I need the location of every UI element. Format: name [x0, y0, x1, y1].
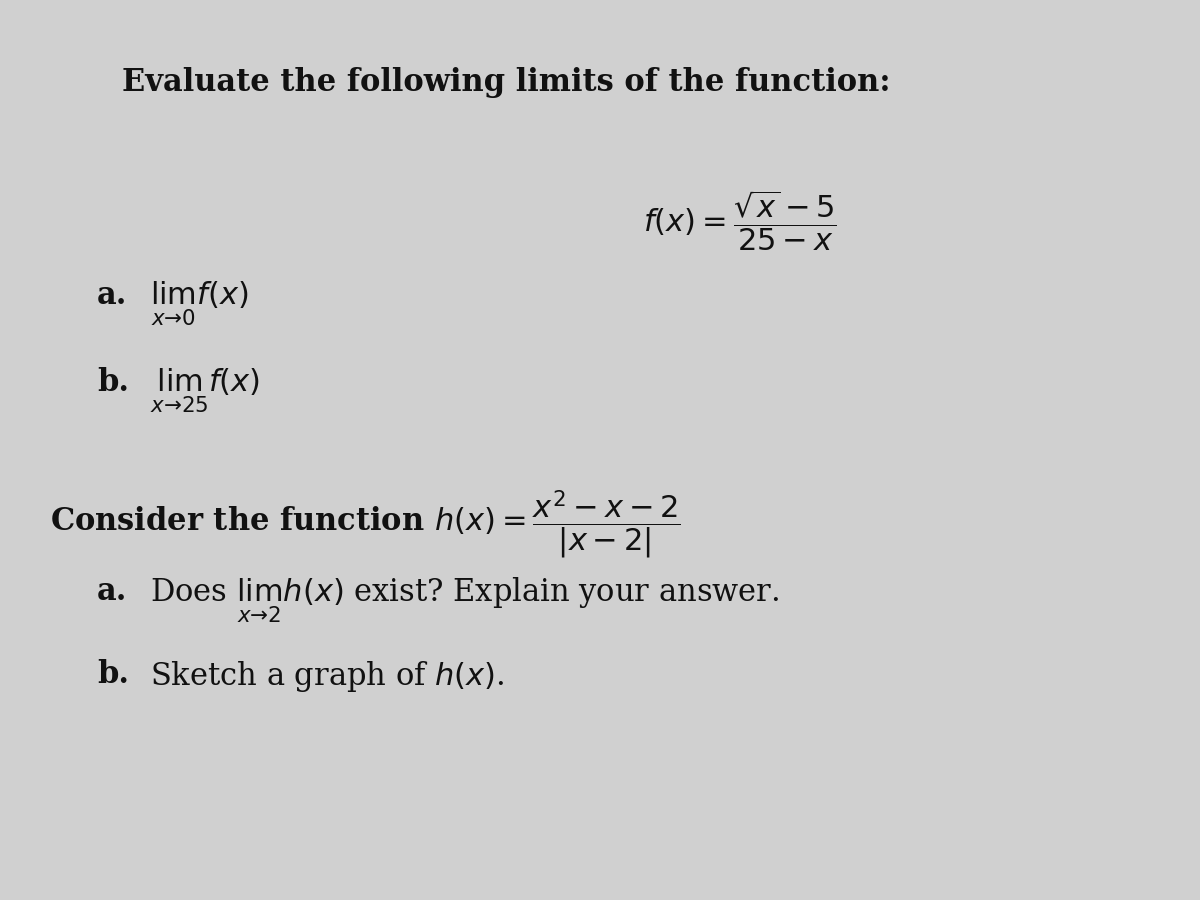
Text: a.: a.: [97, 576, 127, 608]
Text: Does $\lim_{x \to 2} h(x)$ exist? Explain your answer.: Does $\lim_{x \to 2} h(x)$ exist? Explai…: [150, 576, 779, 626]
Text: $\lim_{x \to 25} f(x)$: $\lim_{x \to 25} f(x)$: [150, 367, 259, 416]
Text: Evaluate the following limits of the function:: Evaluate the following limits of the fun…: [122, 68, 890, 98]
Text: b.: b.: [97, 659, 128, 689]
Text: Consider the function $h(x) = \dfrac{x^2 - x - 2}{|x - 2|}$: Consider the function $h(x) = \dfrac{x^2…: [50, 489, 682, 562]
Text: $f(x) = \dfrac{\sqrt{x} - 5}{25 - x}$: $f(x) = \dfrac{\sqrt{x} - 5}{25 - x}$: [643, 189, 838, 254]
Text: b.: b.: [97, 367, 128, 399]
Text: Sketch a graph of $h(x)$.: Sketch a graph of $h(x)$.: [150, 659, 504, 694]
Text: a.: a.: [97, 281, 127, 311]
Text: $\lim_{x \to 0} f(x)$: $\lim_{x \to 0} f(x)$: [150, 281, 248, 328]
